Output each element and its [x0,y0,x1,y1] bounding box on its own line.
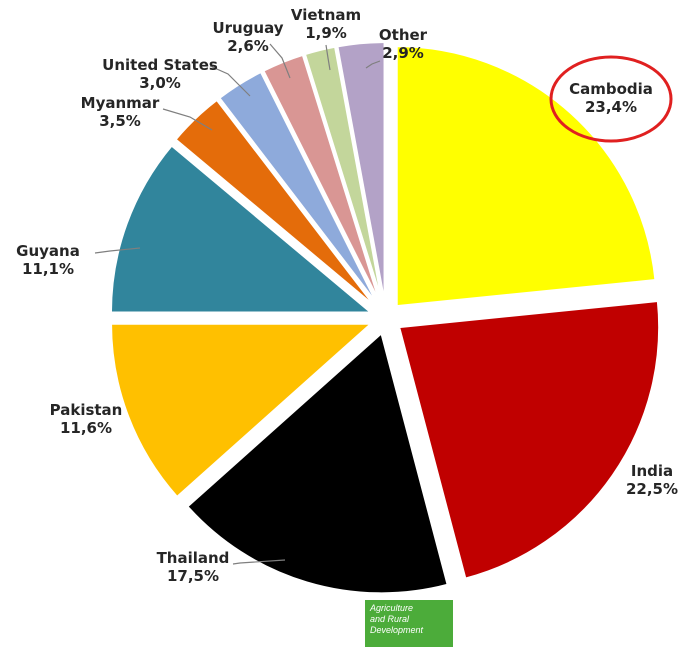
label-pct-guyana: 11,1% [22,260,74,278]
slice-vietnam [303,45,384,303]
label-name-pakistan: Pakistan [50,401,123,419]
label-name-other: Other [379,26,428,44]
agriculture-logo: Agriculture and Rural Development [365,600,453,647]
label-pct-thailand: 17,5% [167,567,219,585]
label-pakistan: Pakistan 11,6% [50,401,123,437]
leader-other [365,60,381,69]
slice-other [336,41,386,303]
slice-labels: Cambodia 23,4% India 22,5% Thailand 17,5% Paki… [16,6,678,585]
label-pct-india: 22,5% [626,480,678,498]
logo-line-1: Agriculture [370,603,414,613]
cambodia-highlight-ellipse [549,55,673,143]
slice-cambodia [395,45,657,308]
label-pct-myanmar: 3,5% [99,112,141,130]
label-guyana: Guyana 11,1% [16,242,80,278]
slice-guyana [109,144,374,314]
label-pct-pakistan: 11,6% [60,419,112,437]
label-uruguay: Uruguay 2,6% [212,19,283,55]
slice-uruguay [262,53,381,304]
label-pct-uruguay: 2,6% [227,37,269,55]
logo-line-3: Development [370,625,424,635]
label-name-guyana: Guyana [16,242,80,260]
logo-line-2: and Rural [370,614,410,624]
slice-united-states [218,70,379,306]
slice-thailand [186,331,449,595]
leader-guyana [94,247,141,254]
label-india: India 22,5% [626,462,678,498]
label-thailand: Thailand 17,5% [157,549,230,585]
label-vietnam: Vietnam 1,9% [291,6,361,42]
label-other: Other 2,9% [379,26,428,62]
leader-lines [94,43,381,565]
leader-vietnam [325,44,331,71]
leader-myanmar [162,108,213,131]
label-cambodia: Cambodia 23,4% [569,80,653,116]
label-united-states: United States 3,0% [102,56,218,92]
label-pct-united-states: 3,0% [139,74,181,92]
label-pct-cambodia: 23,4% [585,98,637,116]
leader-thailand [232,559,286,565]
label-pct-other: 2,9% [382,44,424,62]
label-pct-vietnam: 1,9% [305,24,347,42]
label-name-india: India [631,462,673,480]
label-name-uruguay: Uruguay [212,19,283,37]
slice-pakistan [110,322,374,499]
label-myanmar: Myanmar 3,5% [81,94,160,130]
slice-myanmar [174,98,376,308]
slice-india [397,299,661,580]
label-name-cambodia: Cambodia [569,80,653,98]
label-name-myanmar: Myanmar [81,94,160,112]
label-name-vietnam: Vietnam [291,6,361,24]
label-name-united-states: United States [102,56,218,74]
pie-slices [109,41,661,595]
leader-uruguay [269,43,291,79]
leader-united-states [209,65,251,97]
label-name-thailand: Thailand [157,549,230,567]
